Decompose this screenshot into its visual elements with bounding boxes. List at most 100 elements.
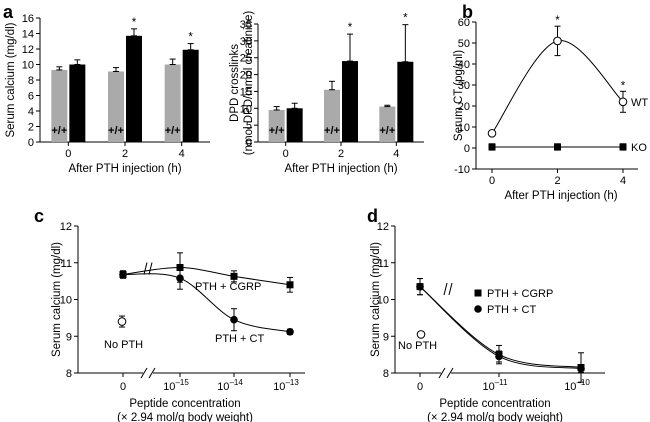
panel-d-calcium: d 8 9 10 11 12 0 10–11 10–10 No PTH PTH + CGRP PTH … [367,206,605,422]
y-axis-label: Serum calcium (mg/dl) [370,242,382,357]
y-tick-label: 60 [458,17,470,29]
panel-letter: b [462,2,473,22]
bar-label: -/- [72,125,83,137]
no-pth-point [117,317,127,326]
panel-letter: c [34,206,44,226]
bar-label: +/+ [379,125,395,137]
bar [379,106,396,142]
curve-break [443,282,453,296]
bar [126,35,142,143]
y-tick-label: 10 [22,60,34,72]
series-label: PTH + CGRP [195,281,261,293]
error-bar [402,24,409,63]
bar-label: -/- [185,125,196,137]
y-tick-label: 9 [383,331,389,343]
x-tick-label: 10–14 [217,378,243,393]
no-pth-label: No PTH [398,340,437,352]
bar-label: +/+ [108,125,124,137]
y-tick-label: 9 [66,331,72,343]
x-tick-label: 0 [283,148,289,160]
y-tick-label: -10 [454,164,470,176]
y-axis-label: Serum calcium (mg/dl) [5,22,17,137]
significance-asterisk: * [132,17,137,29]
bar [69,64,86,142]
bar [397,61,414,143]
x-axis-label-units: (× 2.94 mol/g body weight) [427,412,563,422]
y-tick-label: 4 [28,106,34,118]
legend-label: PTH + CGRP [487,288,553,300]
y-tick-label: 25 [240,53,252,65]
data-point [553,36,562,46]
data-point [618,97,628,107]
y-tick-label: 10 [377,295,389,307]
curve-break [143,262,153,275]
x-tick-label: 2 [122,148,128,160]
y-tick-label: 20 [240,70,252,82]
y-tick-label: 8 [28,75,34,87]
legend-label: PTH + CT [487,304,536,316]
y-tick-label: 0 [246,137,252,149]
curve-break-slash [443,282,448,296]
y-tick-label: 35 [240,19,252,31]
y-axis-label: DPD crosslinks [229,44,241,122]
data-point [176,274,184,282]
y-tick-label: 12 [60,221,72,233]
y-tick-label: 5 [246,120,252,132]
y-tick-label: 8 [383,368,389,380]
panel-c-calcium: c 8 9 10 11 12 0 10–15 10–14 10–13 No PTH PTH + CGR… [34,206,305,422]
data-point [286,281,294,289]
bar-label: -/- [129,125,140,137]
y-tick-label: 50 [458,38,470,50]
significance-asterisk: * [348,22,353,34]
y-axis-label: Serum CT (pg/ml) [453,50,465,141]
y-tick-label: 16 [22,13,34,25]
curve-break-slash [143,262,148,275]
significance-asterisk: * [555,15,560,27]
bar-label: -/- [289,125,300,137]
axis-break-slash [148,367,156,379]
error-bar [291,102,298,109]
x-axis-label: Peptide concentration [129,398,240,410]
error-bar [187,43,194,51]
x-axis-label: After PTH injection (h) [504,190,617,202]
legend-marker [474,289,482,297]
significance-asterisk: * [188,32,193,44]
x-axis-label: Peptide concentration [439,398,550,410]
data-point [487,129,497,138]
x-axis-label: After PTH injection (h) [284,163,397,175]
axis-break-gap [441,367,451,379]
x-axis-label-units: (× 2.94 mol/g body weight) [117,412,253,422]
y-tick-label: 40 [458,59,470,71]
error-bar [329,80,335,91]
x-tick-label: 0 [489,175,495,187]
bar [51,69,68,142]
no-pth-point [416,330,426,339]
data-point [416,282,424,291]
y-tick-label: 0 [28,137,34,149]
legend-marker [474,305,482,313]
bar-label: -/- [400,125,411,137]
panel-letter: a [3,2,14,22]
y-tick-label: 8 [66,368,72,380]
y-tick-label: 30 [458,80,470,92]
y-tick-label: 6 [28,91,34,103]
x-axis-break [438,367,454,379]
y-tick-label: 2 [28,122,34,134]
y-tick-label: 12 [377,221,389,233]
y-tick-label: 10 [60,295,72,307]
bar [108,71,124,142]
y-tick-label: 14 [22,29,34,41]
data-point [577,364,585,373]
y-tick-label: 11 [378,258,389,270]
x-axis-label: After PTH injection (h) [68,163,181,175]
curve-break-slash [448,282,453,296]
data-point [230,272,238,280]
x-axis-break [140,367,156,379]
error-bar [347,33,353,62]
bar-label: -/- [345,125,356,137]
data-point [176,264,184,272]
x-tick-label: 10–10 [564,378,590,393]
data-point [495,352,503,361]
data-point [286,328,294,336]
